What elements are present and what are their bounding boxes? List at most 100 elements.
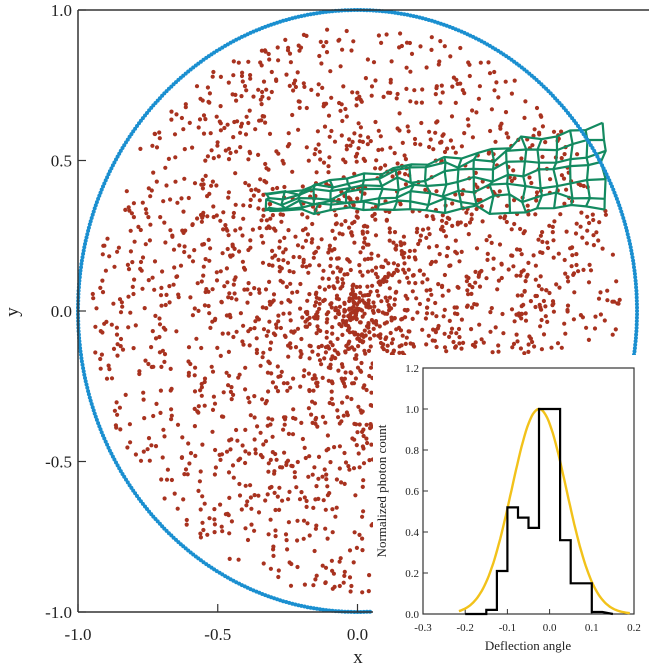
scatter-point bbox=[235, 438, 240, 443]
scatter-point bbox=[243, 132, 249, 137]
scatter-point bbox=[356, 121, 361, 126]
scatter-point bbox=[162, 220, 167, 225]
scatter-point bbox=[132, 277, 137, 282]
scatter-point bbox=[244, 503, 249, 508]
scatter-point bbox=[248, 495, 253, 500]
boundary-point bbox=[81, 366, 86, 371]
scatter-point bbox=[576, 269, 581, 274]
scatter-point bbox=[373, 233, 379, 238]
scatter-point bbox=[372, 211, 377, 217]
scatter-point bbox=[602, 318, 607, 323]
scatter-point bbox=[336, 415, 341, 420]
boundary-point bbox=[619, 209, 624, 214]
scatter-point bbox=[564, 229, 569, 234]
scatter-point bbox=[363, 76, 368, 81]
scatter-point bbox=[487, 234, 492, 239]
scatter-point bbox=[529, 180, 534, 186]
scatter-point bbox=[232, 246, 237, 251]
scatter-point bbox=[522, 115, 527, 120]
scatter-point bbox=[241, 216, 246, 221]
scatter-point bbox=[466, 275, 471, 281]
scatter-point bbox=[325, 27, 330, 32]
scatter-point bbox=[269, 484, 274, 490]
scatter-point bbox=[403, 341, 408, 346]
boundary-point bbox=[84, 235, 89, 240]
scatter-point bbox=[556, 251, 561, 256]
scatter-point bbox=[555, 341, 561, 346]
scatter-point bbox=[252, 326, 257, 331]
scatter-point bbox=[179, 196, 184, 201]
scatter-point bbox=[330, 402, 335, 407]
scatter-point bbox=[154, 179, 159, 184]
scatter-point bbox=[247, 451, 252, 456]
scatter-point bbox=[400, 140, 405, 145]
scatter-point bbox=[479, 337, 484, 342]
mesh-line bbox=[359, 173, 366, 211]
scatter-point bbox=[290, 432, 296, 437]
scatter-point bbox=[574, 221, 579, 226]
scatter-point bbox=[299, 336, 304, 342]
scatter-point bbox=[342, 450, 347, 456]
scatter-point bbox=[357, 284, 363, 289]
scatter-point bbox=[338, 108, 343, 113]
scatter-point bbox=[141, 449, 146, 454]
scatter-point bbox=[534, 105, 540, 111]
scatter-point bbox=[333, 222, 338, 227]
scatter-point bbox=[91, 296, 96, 301]
scatter-point bbox=[250, 227, 255, 232]
scatter-point bbox=[279, 369, 284, 374]
scatter-point bbox=[307, 454, 312, 459]
scatter-point bbox=[293, 84, 298, 90]
scatter-point bbox=[330, 270, 336, 275]
scatter-point bbox=[559, 173, 565, 178]
scatter-point bbox=[225, 280, 230, 285]
scatter-point bbox=[353, 493, 358, 498]
scatter-point bbox=[236, 60, 241, 65]
scatter-point bbox=[141, 390, 146, 395]
scatter-point bbox=[254, 350, 259, 356]
scatter-point bbox=[503, 110, 509, 115]
scatter-point bbox=[162, 359, 167, 364]
mesh-line bbox=[408, 163, 416, 210]
scatter-point bbox=[301, 518, 307, 523]
scatter-point bbox=[324, 40, 329, 45]
boundary-point bbox=[80, 362, 85, 367]
scatter-point bbox=[115, 342, 120, 347]
scatter-point bbox=[296, 127, 301, 132]
scatter-point bbox=[297, 105, 302, 110]
scatter-point bbox=[340, 277, 345, 282]
scatter-point bbox=[290, 169, 295, 174]
scatter-point bbox=[444, 220, 449, 226]
scatter-point bbox=[199, 219, 204, 224]
scatter-point bbox=[451, 75, 456, 80]
scatter-point bbox=[378, 166, 383, 171]
scatter-point bbox=[395, 263, 401, 268]
mesh-line bbox=[280, 189, 288, 211]
scatter-point bbox=[322, 356, 327, 361]
scatter-point bbox=[354, 317, 359, 322]
scatter-point bbox=[325, 317, 330, 322]
scatter-point bbox=[417, 238, 423, 243]
scatter-point bbox=[330, 325, 335, 330]
boundary-point bbox=[620, 212, 625, 217]
scatter-point bbox=[404, 335, 409, 340]
scatter-point bbox=[584, 325, 589, 330]
boundary-point bbox=[296, 14, 301, 19]
scatter-point bbox=[335, 265, 340, 270]
boundary-point bbox=[623, 222, 628, 227]
scatter-point bbox=[128, 310, 133, 315]
scatter-point bbox=[391, 240, 396, 245]
scatter-point bbox=[413, 281, 418, 286]
scatter-point bbox=[196, 125, 201, 130]
mesh-line bbox=[456, 158, 463, 209]
scatter-point bbox=[154, 145, 160, 150]
scatter-point bbox=[547, 223, 552, 228]
scatter-point bbox=[182, 249, 187, 255]
boundary-point bbox=[260, 592, 265, 596]
scatter-point bbox=[146, 278, 151, 283]
scatter-point bbox=[593, 314, 598, 319]
scatter-point bbox=[281, 427, 286, 432]
scatter-point bbox=[300, 315, 305, 320]
scatter-point bbox=[362, 158, 368, 163]
scatter-point bbox=[383, 258, 388, 263]
